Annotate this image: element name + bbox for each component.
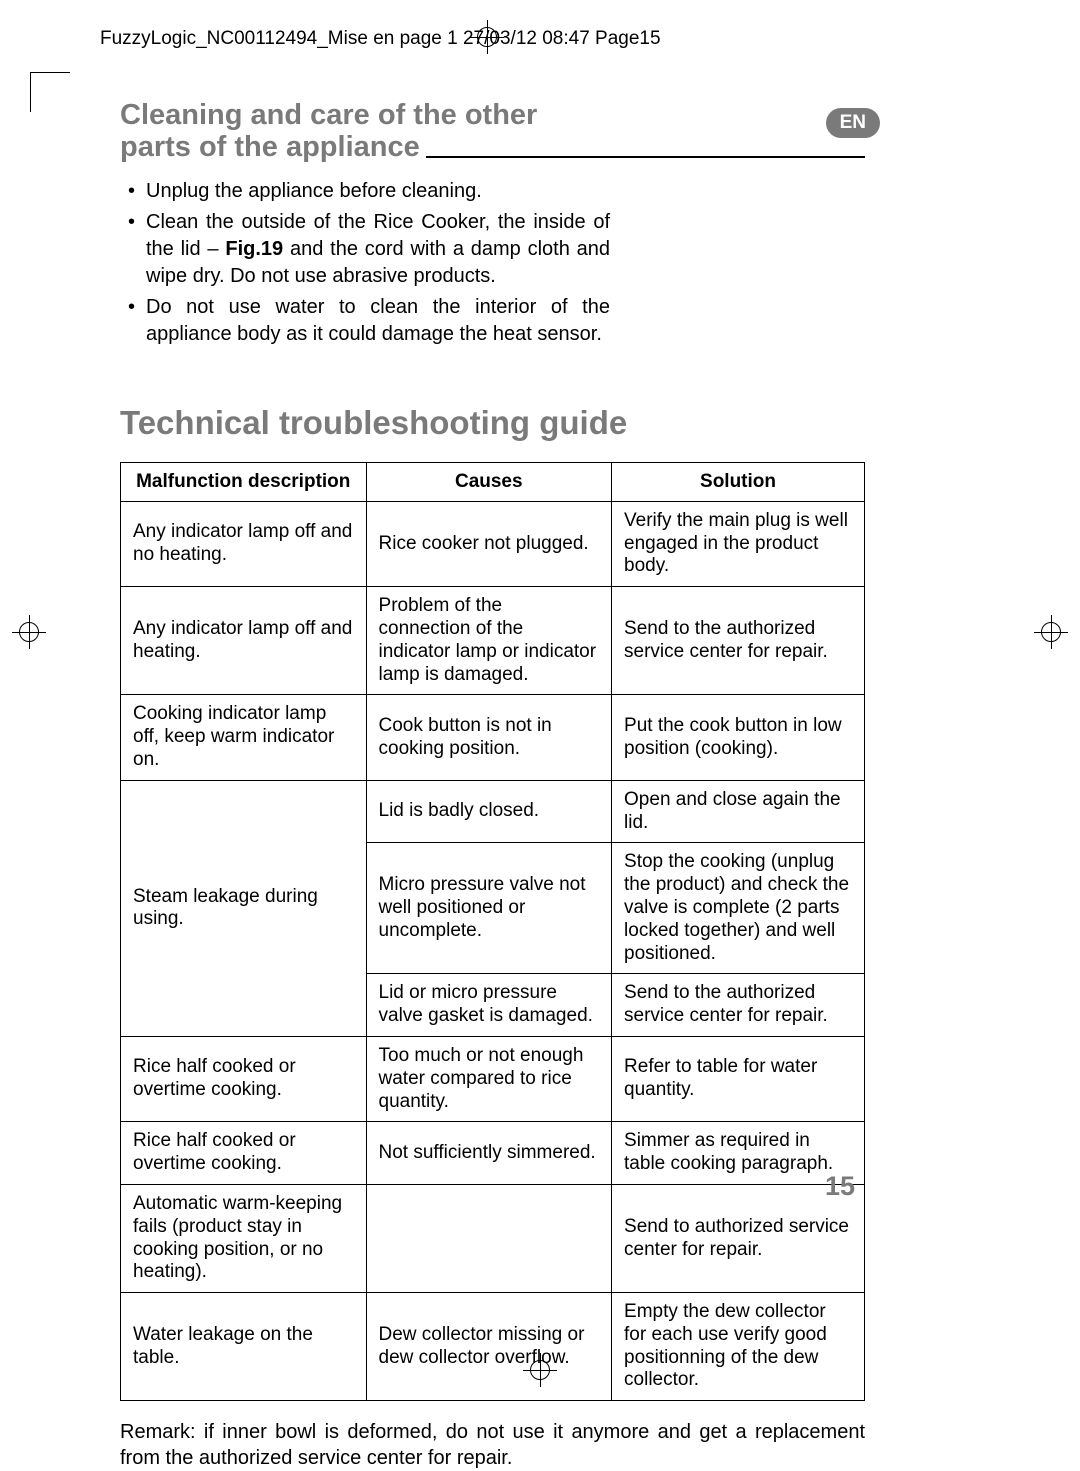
registration-mark-right (1034, 615, 1068, 649)
page-number: 15 (825, 1171, 855, 1202)
section1-title-line2: parts of the appliance (120, 132, 420, 164)
cell-mal: Automatic warm-keeping fails (product st… (121, 1184, 367, 1292)
page-content: Cleaning and care of the other parts of … (120, 100, 865, 1471)
cell-mal: Rice half cooked or overtime cooking. (121, 1122, 367, 1185)
cell-cause: Problem of the connection of the indicat… (366, 587, 612, 695)
cell-cause: Dew collector missing or dew collector o… (366, 1293, 612, 1401)
pdf-header: FuzzyLogic_NC00112494_Mise en page 1 27/… (100, 28, 661, 50)
col-solution: Solution (612, 462, 865, 501)
table-row: Automatic warm-keeping fails (product st… (121, 1184, 865, 1292)
cell-sol: Verify the main plug is well engaged in … (612, 501, 865, 586)
fig-ref: Fig.19 (225, 238, 283, 260)
section1-title-line1: Cleaning and care of the other (120, 100, 537, 132)
cell-cause: Too much or not enough water compared to… (366, 1036, 612, 1121)
table-header-row: Malfunction description Causes Solution (121, 462, 865, 501)
bullet-list: Unplug the appliance before cleaning. Cl… (120, 178, 865, 348)
table-row: Steam leakage during using. Lid is badly… (121, 780, 865, 843)
section2-title: Technical troubleshooting guide (120, 404, 865, 442)
crop-mark (30, 72, 70, 112)
cell-cause (366, 1184, 612, 1292)
registration-mark-top (470, 20, 504, 54)
remark-paragraph: Remark: if inner bowl is deformed, do no… (120, 1419, 865, 1471)
table-row: Rice half cooked or overtime cooking. To… (121, 1036, 865, 1121)
cell-cause: Micro pressure valve not well positioned… (366, 843, 612, 974)
cell-cause: Lid or micro pressure valve gasket is da… (366, 974, 612, 1037)
table-row: Water leakage on the table. Dew collecto… (121, 1293, 865, 1401)
col-causes: Causes (366, 462, 612, 501)
cell-sol: Refer to table for water quantity. (612, 1036, 865, 1121)
list-item: Unplug the appliance before cleaning. (120, 178, 610, 205)
list-item: Do not use water to clean the interior o… (120, 294, 610, 348)
cell-mal: Rice half cooked or overtime cooking. (121, 1036, 367, 1121)
col-malfunction: Malfunction description (121, 462, 367, 501)
table-row: Cooking indicator lamp off, keep warm in… (121, 695, 865, 780)
cell-cause: Not sufficiently simmered. (366, 1122, 612, 1185)
cell-sol: Stop the cooking (unplug the product) an… (612, 843, 865, 974)
cell-mal: Cooking indicator lamp off, keep warm in… (121, 695, 367, 780)
cell-sol: Send to the authorized service center fo… (612, 587, 865, 695)
cell-mal: Water leakage on the table. (121, 1293, 367, 1401)
cell-cause: Lid is badly closed. (366, 780, 612, 843)
cell-sol: Empty the dew collector for each use ver… (612, 1293, 865, 1401)
table-row: Rice half cooked or overtime cooking. No… (121, 1122, 865, 1185)
registration-mark-left (12, 615, 46, 649)
cell-mal: Steam leakage during using. (121, 780, 367, 1036)
list-item: Clean the outside of the Rice Cooker, th… (120, 209, 610, 290)
cell-mal: Any indicator lamp off and heating. (121, 587, 367, 695)
section-cleaning: Cleaning and care of the other parts of … (120, 100, 865, 348)
cell-sol: Open and close again the lid. (612, 780, 865, 843)
section-troubleshooting: Technical troubleshooting guide Malfunct… (120, 404, 865, 1471)
cell-cause: Cook button is not in cooking position. (366, 695, 612, 780)
table-row: Any indicator lamp off and no heating. R… (121, 501, 865, 586)
cell-sol: Send to the authorized service center fo… (612, 974, 865, 1037)
cell-cause: Rice cooker not plugged. (366, 501, 612, 586)
cell-sol: Put the cook button in low position (coo… (612, 695, 865, 780)
troubleshooting-table: Malfunction description Causes Solution … (120, 462, 865, 1402)
cell-mal: Any indicator lamp off and no heating. (121, 501, 367, 586)
table-row: Any indicator lamp off and heating. Prob… (121, 587, 865, 695)
title-underline (426, 156, 865, 158)
